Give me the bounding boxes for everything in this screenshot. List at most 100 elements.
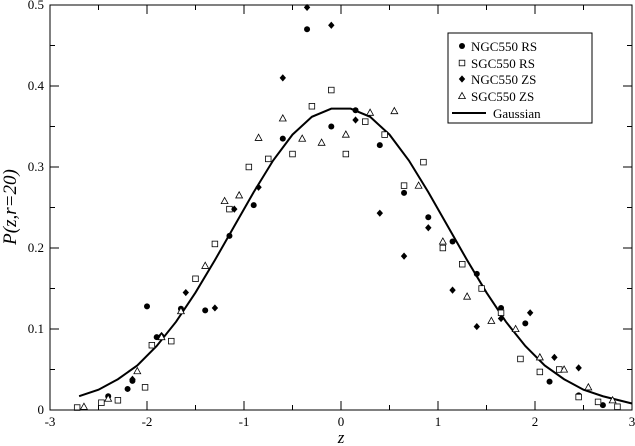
y-axis-label: P(z,r=20) [0, 169, 21, 246]
x-tick-label: 2 [532, 414, 539, 429]
y-tick-label: 0.3 [28, 159, 44, 174]
data-point [317, 138, 326, 146]
series-3 [79, 106, 617, 410]
data-point [304, 26, 311, 33]
data-point [182, 288, 189, 297]
data-point [575, 364, 582, 372]
data-point [298, 134, 307, 142]
data-point [279, 135, 286, 142]
data-point [575, 393, 582, 401]
data-point [608, 395, 617, 404]
legend-marker [459, 43, 465, 49]
data-point [497, 314, 505, 323]
data-point [192, 275, 199, 282]
data-point [328, 21, 335, 29]
gaussian-curve [78, 107, 633, 405]
data-point [439, 244, 447, 252]
data-point [341, 130, 350, 138]
data-point [376, 142, 383, 149]
y-tick-label: 0.2 [28, 240, 44, 255]
data-point [245, 163, 253, 171]
data-point [511, 324, 520, 333]
data-point [176, 306, 186, 315]
data-point [614, 403, 621, 410]
legend-box [447, 32, 593, 124]
data-point [546, 378, 553, 385]
data-point [362, 118, 369, 125]
legend-marker [458, 75, 466, 83]
data-point [144, 303, 150, 310]
x-tick-label: 1 [435, 414, 442, 429]
x-tick-label: -1 [239, 414, 250, 429]
y-tick-label: 0 [38, 402, 45, 417]
data-point [157, 332, 166, 341]
data-point [303, 3, 311, 12]
data-point [584, 382, 593, 391]
data-point [594, 398, 602, 406]
data-point [449, 238, 456, 245]
data-point [487, 316, 496, 324]
x-tick-label: -2 [142, 414, 153, 429]
data-point [148, 341, 156, 349]
data-point [79, 402, 89, 410]
data-point [98, 399, 105, 406]
data-point [104, 394, 113, 402]
data-point [235, 190, 244, 199]
data-point [478, 285, 485, 292]
data-point [250, 202, 257, 209]
axes: -3 -2 -1 0 1 2 3 0 0.1 0.2 0.3 0.4 0.5 [28, 0, 635, 429]
data-point [231, 205, 238, 213]
data-point [599, 402, 606, 409]
data-point [560, 365, 569, 373]
data-point [401, 189, 408, 196]
y-tick-label: 0.4 [28, 78, 45, 93]
data-point [328, 86, 335, 94]
data-point [211, 304, 219, 312]
series-2 [129, 3, 582, 383]
data-point [536, 368, 544, 376]
data-point [352, 116, 359, 124]
data-point [114, 397, 122, 404]
data-point [425, 224, 432, 232]
data-point [352, 107, 359, 114]
data-point [265, 155, 272, 163]
data-point [425, 214, 432, 221]
data-point [473, 270, 480, 277]
legend-label: NGC550 ZS [471, 72, 536, 87]
data-point [279, 74, 286, 82]
data-point [168, 337, 175, 345]
data-point [342, 150, 350, 158]
x-tick-label: 0 [338, 414, 345, 429]
legend-label: SGC550 RS [471, 56, 535, 71]
data-point [522, 320, 529, 327]
series-1 [73, 86, 621, 411]
data-point [308, 103, 316, 110]
legend-marker [457, 91, 467, 99]
x-tick-label: -3 [45, 414, 56, 429]
data-point [420, 158, 427, 166]
data-point [449, 286, 456, 294]
data-point [220, 196, 229, 205]
data-point [498, 304, 505, 311]
legend-label: Gaussian [493, 106, 541, 121]
plot-markers [73, 3, 633, 411]
data-point [366, 108, 375, 116]
data-point [376, 209, 383, 217]
data-point [526, 309, 534, 317]
x-tick-label: 3 [629, 414, 635, 429]
data-point [497, 309, 505, 316]
data-point [414, 181, 423, 189]
x-axis-label: z [337, 428, 345, 446]
data-point [133, 366, 142, 375]
data-point [201, 261, 210, 269]
data-point [211, 240, 219, 248]
data-point [124, 385, 131, 392]
data-point [400, 182, 408, 189]
data-point [255, 183, 262, 191]
legend-label: SGC550 ZS [471, 89, 534, 104]
data-point [254, 133, 263, 141]
data-point [129, 375, 136, 383]
data-point [459, 260, 466, 268]
